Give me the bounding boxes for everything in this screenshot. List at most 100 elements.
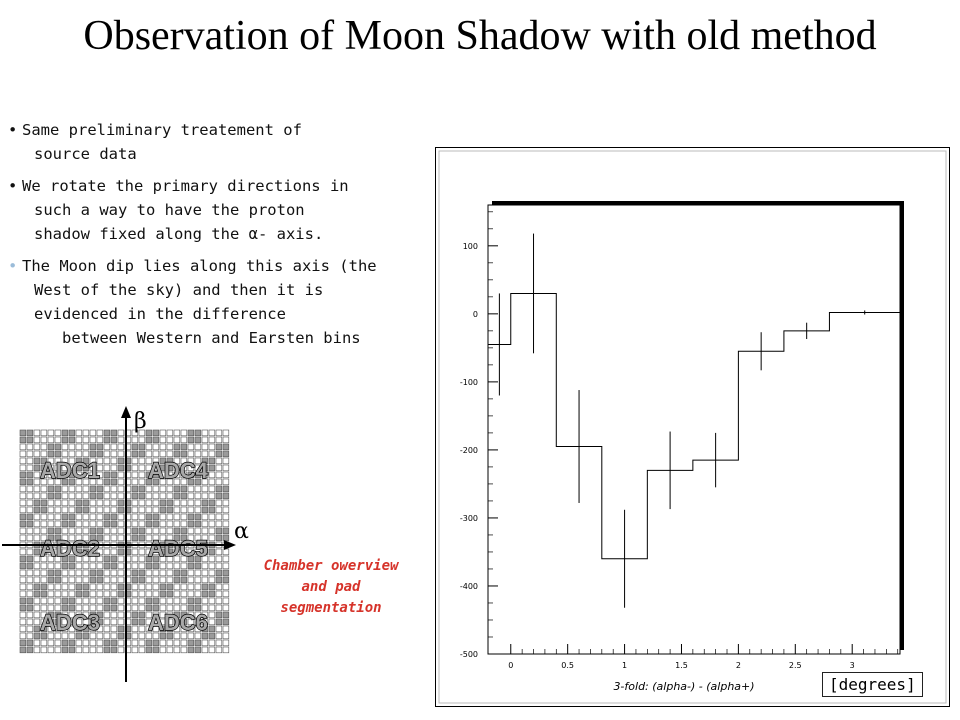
pad-cell (180, 618, 188, 626)
pad-cell (215, 443, 223, 451)
pad-cell (54, 569, 62, 577)
pad-cell (131, 457, 139, 465)
pad-cell (68, 555, 76, 563)
pad-cell (47, 583, 55, 591)
pad-cell (138, 457, 146, 465)
pad-cell (215, 513, 223, 521)
pad-cell (103, 625, 111, 633)
pad-cell (152, 611, 160, 619)
pad-cell (145, 436, 153, 444)
pad-cell (103, 478, 111, 486)
pad-cell (54, 443, 62, 451)
pad-cell (166, 471, 174, 479)
pad-cell (180, 569, 188, 577)
pad-cell (54, 513, 62, 521)
pad-cell (152, 555, 160, 563)
pad-cell (152, 443, 160, 451)
pad-cell (166, 618, 174, 626)
pad-cell (180, 604, 188, 612)
pad-cell (54, 548, 62, 556)
pad-cell (61, 625, 69, 633)
pad-cell (75, 492, 83, 500)
pad-cell (201, 485, 209, 493)
pad-cell (103, 457, 111, 465)
pad-cell (131, 443, 139, 451)
pad-cell (222, 513, 230, 521)
bullet-text: shadow fixed along the α- axis. (34, 225, 324, 243)
pad-cell (103, 646, 111, 654)
pad-cell (68, 471, 76, 479)
bullet-text: West of the sky) and then it is (34, 281, 324, 299)
pad-cell (159, 555, 167, 563)
pad-cell (138, 443, 146, 451)
pad-cell (89, 457, 97, 465)
pad-cell (222, 478, 230, 486)
pad-cell (82, 506, 90, 514)
pad-cell (54, 436, 62, 444)
pad-cell (40, 499, 48, 507)
pad-cell (82, 569, 90, 577)
pad-cell (40, 429, 48, 437)
pad-cell (145, 604, 153, 612)
pad-cell (75, 639, 83, 647)
pad-cell (131, 562, 139, 570)
pad-cell (166, 429, 174, 437)
pad-cell (173, 583, 181, 591)
pad-cell (110, 611, 118, 619)
pad-cell (96, 471, 104, 479)
pad-cell (26, 618, 34, 626)
bullet-line: shadow fixed along the α- axis. (8, 222, 428, 246)
bullet-item: • The Moon dip lies along this axis (the W… (8, 254, 428, 350)
pad-cell (68, 569, 76, 577)
pad-cell (138, 583, 146, 591)
pad-cell (194, 646, 202, 654)
moon-shadow-chart: 100 0 -100 -200 -300 -400 -500 0 0.5 1 1.5 2 2.5 3 3-f… (435, 147, 950, 707)
pad-cell (117, 555, 125, 563)
pad-cell (180, 632, 188, 640)
pad-cell (138, 513, 146, 521)
y-tick-label: -100 (460, 378, 478, 387)
pad-cell (187, 590, 195, 598)
pad-cell (110, 429, 118, 437)
pad-cell (208, 478, 216, 486)
pad-cell (138, 527, 146, 535)
pad-cell (40, 583, 48, 591)
pad-cell (47, 520, 55, 528)
pad-cell (152, 583, 160, 591)
pad-cell (75, 478, 83, 486)
pad-cell (173, 639, 181, 647)
pad-cell (159, 569, 167, 577)
pad-cell (110, 457, 118, 465)
pad-cell (215, 436, 223, 444)
pad-cell (26, 506, 34, 514)
bullet-dot-icon: • (8, 257, 18, 275)
pad-cell (19, 646, 27, 654)
pad-cell (222, 562, 230, 570)
pad-cell (145, 464, 153, 472)
pad-cell (166, 639, 174, 647)
pad-cell (131, 618, 139, 626)
pad-cell (138, 576, 146, 584)
pad-cell (89, 534, 97, 542)
pad-cell (33, 611, 41, 619)
pad-cell (222, 492, 230, 500)
pad-cell (222, 429, 230, 437)
pad-cell (187, 646, 195, 654)
pad-cell (145, 590, 153, 598)
pad-cell (138, 646, 146, 654)
pad-cell (194, 548, 202, 556)
pad-cell (222, 471, 230, 479)
pad-cell (33, 590, 41, 598)
pad-cell (173, 548, 181, 556)
pad-cell (187, 513, 195, 521)
pad-cell (40, 513, 48, 521)
pad-cell (89, 576, 97, 584)
pad-cell (138, 548, 146, 556)
pad-cell (61, 506, 69, 514)
pad-cell (145, 506, 153, 514)
x-tick-label: 3 (850, 661, 855, 670)
pad-cell (145, 485, 153, 493)
pad-cell (89, 646, 97, 654)
pad-cell (215, 457, 223, 465)
pad-cell (96, 583, 104, 591)
